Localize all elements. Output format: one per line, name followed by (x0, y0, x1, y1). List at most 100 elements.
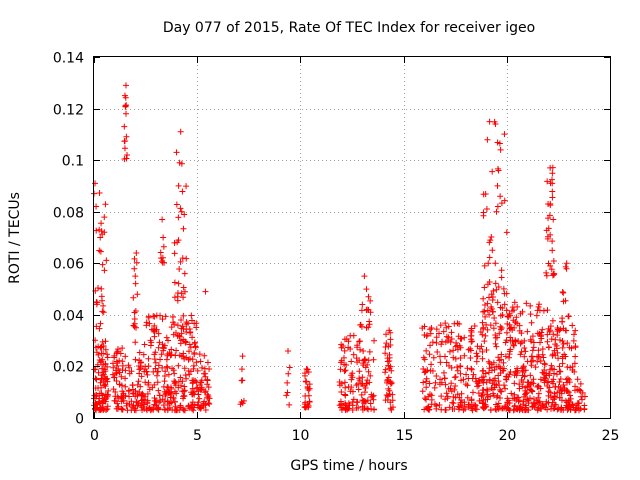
data-point (181, 387, 188, 394)
data-point (442, 381, 449, 388)
data-point (121, 92, 128, 99)
data-point (285, 347, 292, 354)
data-point (363, 286, 370, 293)
data-point (99, 356, 106, 363)
data-point (578, 393, 585, 400)
data-point (347, 345, 354, 352)
data-point (98, 390, 105, 397)
data-point (556, 363, 563, 370)
data-point (487, 237, 494, 244)
data-point (155, 330, 162, 337)
data-point (568, 345, 575, 352)
data-point (126, 364, 133, 371)
grid-lines (94, 57, 610, 418)
data-point (360, 348, 367, 355)
data-point (503, 329, 510, 336)
data-point (528, 387, 535, 394)
data-point (474, 353, 481, 360)
data-point (93, 227, 100, 234)
data-point (119, 358, 126, 365)
data-point (445, 323, 452, 330)
data-point (480, 295, 487, 302)
data-point (122, 367, 129, 374)
data-point (487, 322, 494, 329)
data-point (455, 333, 462, 340)
data-point (130, 402, 137, 409)
data-point (529, 347, 536, 354)
data-point (163, 356, 170, 363)
data-point (457, 354, 464, 361)
data-point (177, 402, 184, 409)
data-point (100, 371, 107, 378)
data-point (98, 350, 105, 357)
data-point (440, 369, 447, 376)
data-point (548, 336, 555, 343)
data-point (547, 323, 554, 330)
data-point (175, 214, 182, 221)
data-point (457, 363, 464, 370)
data-point (535, 347, 542, 354)
data-point (428, 325, 435, 332)
data-point (130, 294, 137, 301)
data-point (486, 376, 493, 383)
data-point (577, 380, 584, 387)
data-point (110, 364, 117, 371)
data-point (452, 355, 459, 362)
data-point (563, 265, 570, 272)
data-point (549, 399, 556, 406)
data-point (341, 347, 348, 354)
data-point (109, 371, 116, 378)
data-point (543, 272, 550, 279)
data-point (421, 369, 428, 376)
data-point (156, 399, 163, 406)
data-point (526, 383, 533, 390)
data-point (97, 234, 104, 241)
data-point (160, 234, 167, 241)
data-point (549, 317, 556, 324)
data-point (169, 365, 176, 372)
data-point (103, 257, 110, 264)
data-point (198, 385, 205, 392)
tick-labels: 0 5 10 15 20 25 0 0.02 0.04 0.06 0.08 0.1 0.12 0.14 (53, 51, 620, 445)
data-point (353, 382, 360, 389)
data-point (530, 380, 537, 387)
data-point (303, 378, 310, 385)
data-point (186, 371, 193, 378)
y-tick-label: 0.08 (53, 206, 84, 222)
data-point (122, 353, 129, 360)
data-point (437, 359, 444, 366)
data-point (355, 404, 362, 411)
data-point (387, 380, 394, 387)
data-point (467, 347, 474, 354)
data-point (171, 398, 178, 405)
data-point (122, 383, 129, 390)
data-point (180, 350, 187, 357)
data-point (537, 339, 544, 346)
data-point (493, 208, 500, 215)
data-point (468, 332, 475, 339)
data-point (171, 250, 178, 257)
data-point (361, 273, 368, 280)
data-point (527, 336, 534, 343)
data-point (367, 309, 374, 316)
data-point (348, 384, 355, 391)
data-point (160, 243, 167, 250)
data-point (111, 397, 118, 404)
data-point (146, 405, 153, 412)
data-point (137, 363, 144, 370)
data-point (371, 337, 378, 344)
data-point (98, 365, 105, 372)
data-point (551, 270, 558, 277)
data-point (480, 367, 487, 374)
data-point (477, 328, 484, 335)
data-point (98, 358, 105, 365)
data-point (93, 298, 100, 305)
data-point (510, 341, 517, 348)
data-point (155, 362, 162, 369)
data-point (155, 406, 162, 413)
data-point (177, 205, 184, 212)
data-point (178, 316, 185, 323)
data-point (389, 397, 396, 404)
data-point (97, 344, 104, 351)
data-point (559, 318, 566, 325)
